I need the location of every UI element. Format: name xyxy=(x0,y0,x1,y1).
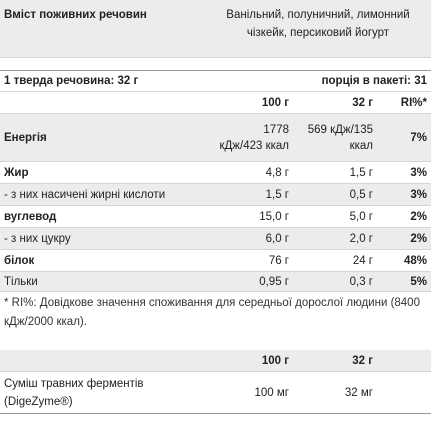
nutrient-value: 5,0 г xyxy=(349,210,373,223)
nutrient-row: Жир 4,8 г 1,5 г 3% xyxy=(0,162,431,184)
enzyme-name: Суміш травних ферментів (DigeZyme®) xyxy=(4,377,144,408)
nutrient-name: білок xyxy=(4,254,35,267)
enzyme-row: Суміш травних ферментів (DigeZyme®) 100 м… xyxy=(0,372,431,414)
header-flavors: Ванільний, полуничний, лимонний чізкейк,… xyxy=(226,9,410,39)
column-header: 32 г xyxy=(352,96,373,109)
header-row: Вміст поживних речовин Ванільний, полуни… xyxy=(0,0,431,58)
column-header: 100 г xyxy=(261,354,289,367)
nutrient-value: 3% xyxy=(410,166,427,179)
column-header xyxy=(0,358,215,364)
nutrient-value: 0,3 г xyxy=(349,275,373,288)
nutrient-value: 569 кДж/135 ккал xyxy=(307,123,373,152)
column-header xyxy=(0,100,215,106)
header-title: Вміст поживних речовин xyxy=(4,9,147,21)
nutrient-row: - з них насичені жирні кислоти 1,5 г 0,5 г… xyxy=(0,184,431,206)
enzyme-value: 32 мг xyxy=(344,386,373,399)
nutrient-value: 2% xyxy=(410,210,427,223)
nutrient-value: 2,0 г xyxy=(349,232,373,245)
nutrient-name: вуглевод xyxy=(4,210,57,223)
spacer xyxy=(0,338,431,350)
nutrient-row: - з них цукру 6,0 г 2,0 г 2% xyxy=(0,228,431,250)
nutrition-table: 100 г 32 г RI%* Енергія 1778 кДж/423 ккал 569… xyxy=(0,92,431,292)
nutrient-row: вуглевод 15,0 г 5,0 г 2% xyxy=(0,206,431,228)
nutrient-value: 1778 кДж/423 ккал xyxy=(219,123,289,152)
column-header: 32 г xyxy=(352,354,373,367)
nutrient-value: 15,0 г xyxy=(259,210,289,223)
serving-unit: 1 тверда речовина: 32 г xyxy=(4,75,139,87)
nutrient-name: Тільки xyxy=(4,275,38,288)
nutrient-value: 76 г xyxy=(268,254,289,267)
nutrient-value: 4,8 г xyxy=(265,166,289,179)
nutrient-value: 0,95 г xyxy=(259,275,289,288)
nutrient-value: 6,0 г xyxy=(265,232,289,245)
nutrient-name: Енергія xyxy=(4,131,47,144)
nutrient-row: Тільки 0,95 г 0,3 г 5% xyxy=(0,272,431,292)
nutrient-value: 7% xyxy=(410,131,427,144)
nutrient-value: 1,5 г xyxy=(265,188,289,201)
nutrient-value: 0,5 г xyxy=(349,188,373,201)
column-header-row: 100 г 32 г RI%* xyxy=(0,92,431,114)
nutrient-value: 1,5 г xyxy=(349,166,373,179)
enzyme-value: 100 мг xyxy=(254,386,289,399)
nutrient-value: 48% xyxy=(403,254,427,267)
nutrient-row: Енергія 1778 кДж/423 ккал 569 кДж/135 ккал… xyxy=(0,114,431,162)
nutrient-name: - з них цукру xyxy=(4,232,71,245)
nutrition-sheet: Вміст поживних речовин Ванільний, полуни… xyxy=(0,0,431,414)
nutrient-value: 2% xyxy=(410,232,427,245)
serving-portions: порція в пакеті: 31 xyxy=(321,75,427,87)
nutrient-value: 24 г xyxy=(352,254,373,267)
enzymes-table: 100 г 32 г Суміш травних ферментів (DigeZy… xyxy=(0,350,431,414)
column-header: RI%* xyxy=(400,96,427,109)
nutrient-value: 3% xyxy=(410,188,427,201)
column-header: 100 г xyxy=(261,96,289,109)
spacer xyxy=(0,58,431,70)
nutrient-row: білок 76 г 24 г 48% xyxy=(0,250,431,272)
nutrient-name: - з них насичені жирні кислоти xyxy=(4,188,166,201)
nutrient-value: 5% xyxy=(410,275,427,288)
serving-row: 1 тверда речовина: 32 г порція в пакеті:… xyxy=(0,70,431,92)
footnote: * RI%: Довідкове значення споживання для… xyxy=(4,297,420,328)
nutrient-name: Жир xyxy=(4,166,29,179)
column-header-row: 100 г 32 г xyxy=(0,350,431,372)
